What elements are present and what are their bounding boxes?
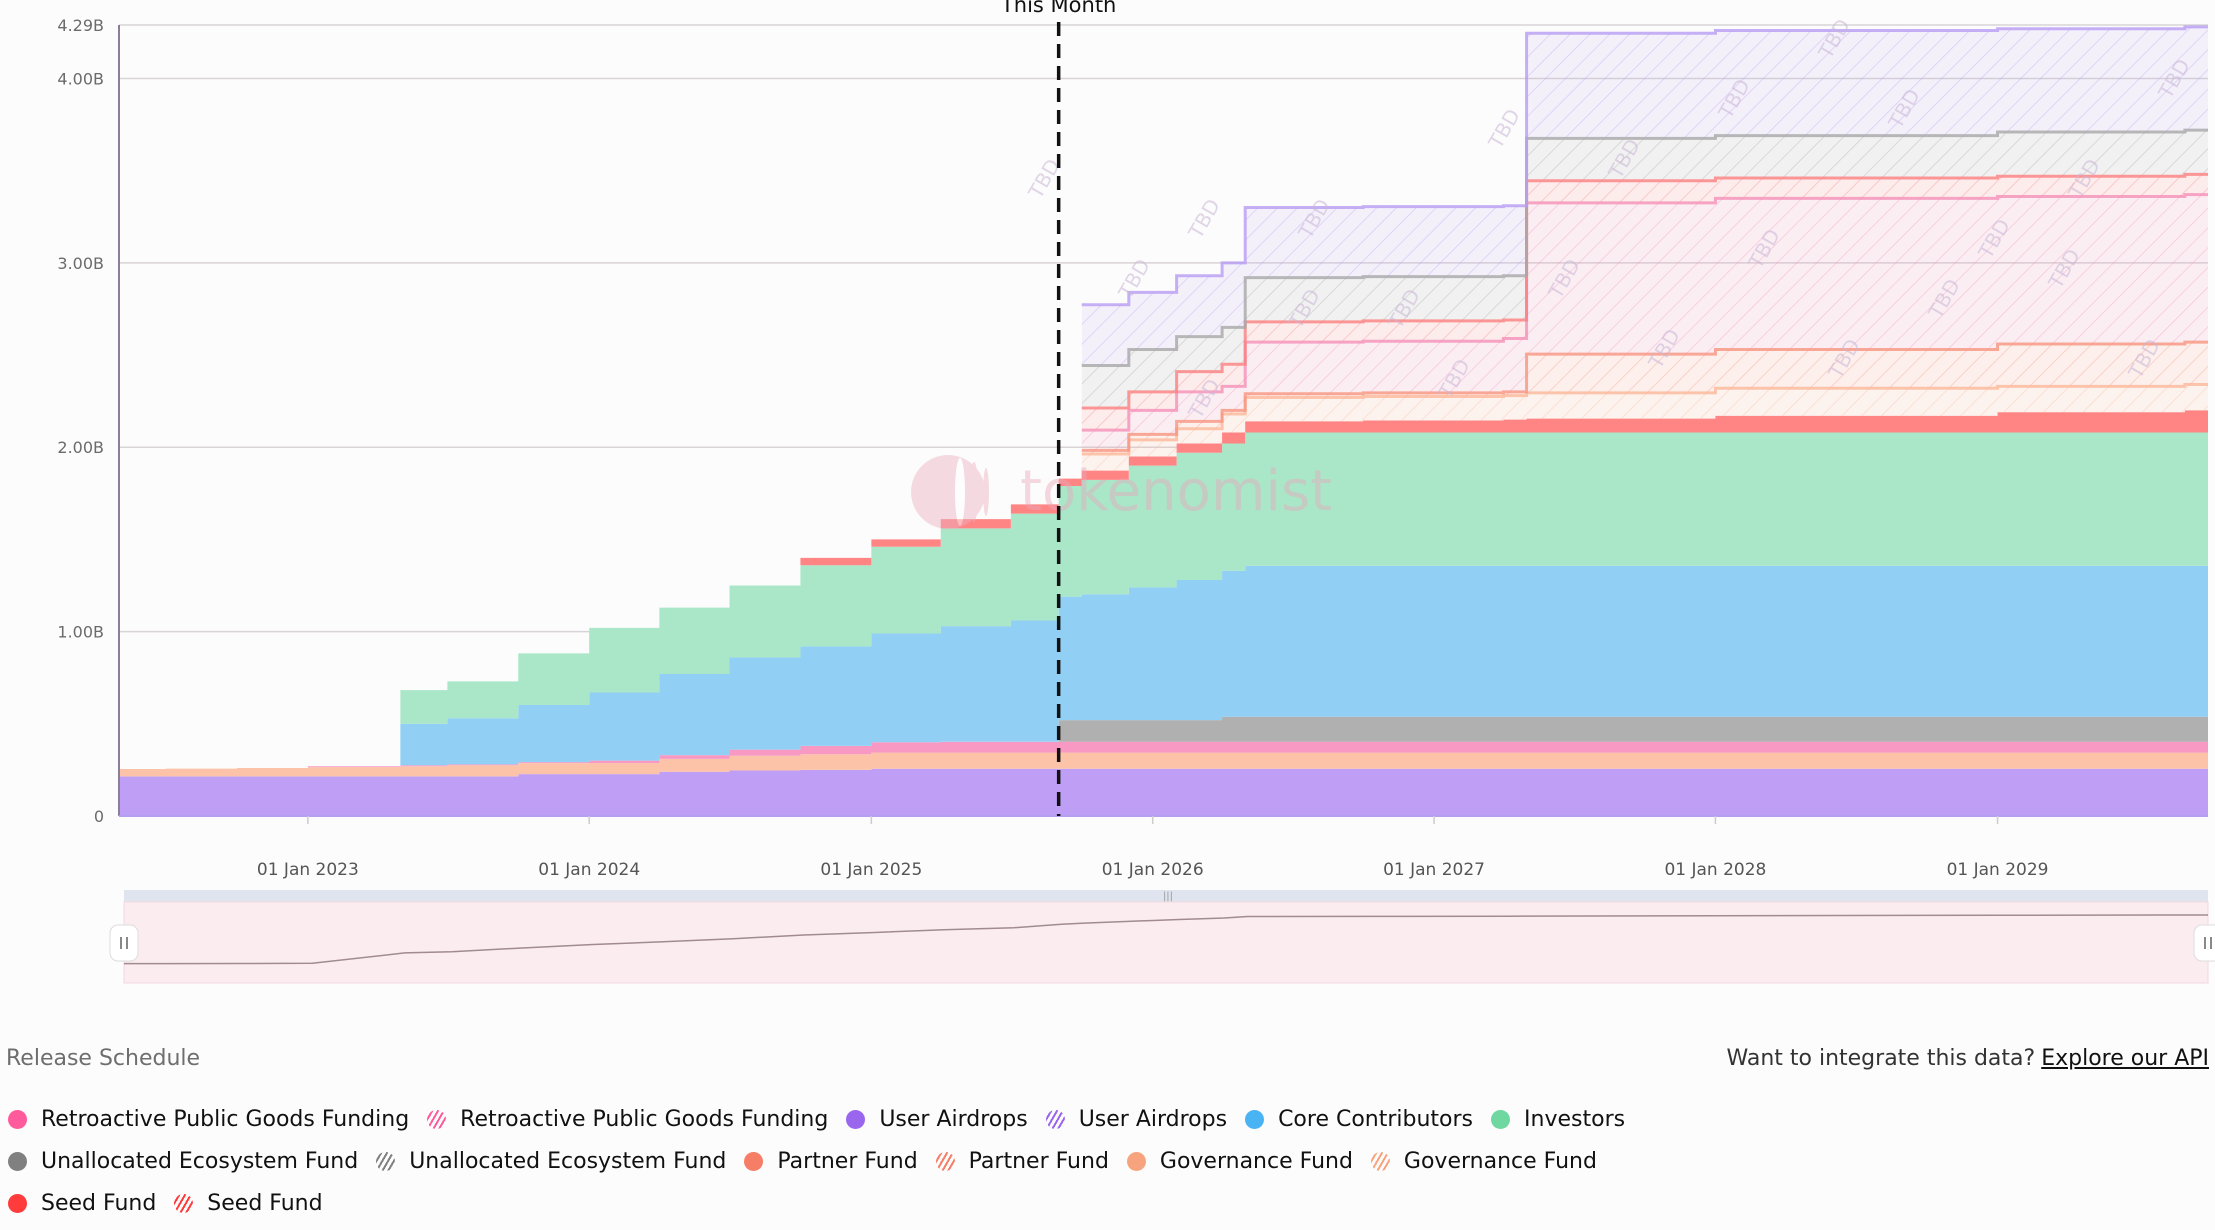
legend-label: Governance Fund — [1403, 1148, 1597, 1174]
user-airdrops-area — [119, 768, 2208, 816]
user-airdrops-tbd-line — [1081, 25, 2208, 307]
legend-hatched-swatch-icon — [935, 1151, 955, 1171]
legend-item[interactable]: Retroactive Public Goods Funding — [8, 1107, 409, 1132]
navigator-window[interactable] — [123, 901, 2209, 984]
legend-dot-icon — [744, 1151, 764, 1171]
legend: Retroactive Public Goods Funding Retroact… — [8, 1098, 1708, 1224]
legend-item[interactable]: Governance Fund — [1126, 1148, 1353, 1174]
legend-dot-icon — [8, 1109, 27, 1129]
legend-item[interactable]: Retroactive Public Goods Funding — [427, 1107, 828, 1132]
legend-item[interactable]: Investors — [1491, 1107, 1625, 1132]
this-month-label: This Month — [1000, 0, 1116, 17]
tokenomist-logo — [911, 455, 989, 529]
explore-api-link[interactable]: Explore our API — [2041, 1046, 2209, 1071]
investors-area — [119, 432, 2208, 769]
unallocated-ecosystem-fund-tbd-area — [1081, 130, 2208, 408]
scrollbar-grip-icon[interactable]: ||| — [1163, 891, 1173, 902]
legend-item[interactable]: Core Contributors — [1245, 1107, 1473, 1132]
seed-fund-tbd-line — [1081, 172, 2208, 410]
y-tick-label: 0 — [94, 807, 104, 826]
legend-item[interactable]: Seed Fund — [8, 1191, 156, 1216]
y-tick-label: 3.00B — [57, 254, 104, 273]
governance-fund-area — [119, 752, 2208, 777]
y-tick-label: 1.00B — [57, 623, 104, 642]
legend-label: Retroactive Public Goods Funding — [460, 1106, 829, 1132]
legend-item[interactable]: Governance Fund — [1370, 1148, 1597, 1174]
unallocated-ecosystem-fund-area — [119, 716, 2208, 769]
legend-label: Seed Fund — [207, 1190, 323, 1216]
legend-hatched-swatch-icon — [174, 1193, 194, 1213]
retroactive-public-goods-funding-tbd-line — [1081, 193, 2208, 432]
legend-label: Partner Fund — [968, 1148, 1109, 1174]
x-tick-label: 01 Jan 2024 — [538, 860, 640, 880]
retroactive-public-goods-funding-area — [119, 741, 2208, 769]
axes: 0 1.00B 2.00B 3.00B 4.00B 4.29B 01 Jan 2023 01 … — [57, 16, 2208, 880]
legend-row: Unallocated Ecosystem Fund Unallocated Ec… — [8, 1140, 1708, 1182]
x-tick-label: 01 Jan 2026 — [1102, 860, 1204, 880]
legend-dot-icon — [1245, 1109, 1265, 1129]
y-tick-label: 2.00B — [57, 438, 104, 457]
legend-label: Unallocated Ecosystem Fund — [409, 1148, 727, 1174]
legend-hatched-swatch-icon — [1045, 1109, 1065, 1129]
legend-row: Seed Fund Seed Fund — [8, 1182, 1708, 1224]
legend-label: Core Contributors — [1278, 1106, 1474, 1132]
x-tick-label: 01 Jan 2027 — [1383, 860, 1485, 880]
x-tick-label: 01 Jan 2028 — [1664, 860, 1766, 880]
tbd-label: TBD — [1483, 105, 1525, 154]
governance-fund-tbd-area — [1081, 384, 2208, 471]
legend-label: Retroactive Public Goods Funding — [41, 1106, 410, 1132]
legend-label: User Airdrops — [879, 1106, 1028, 1132]
legend-item[interactable]: Partner Fund — [744, 1148, 918, 1174]
unallocated-ecosystem-fund-tbd-line — [1081, 128, 2208, 368]
release-schedule-chart: TBD TBDTBDTBDTBDTBDTBDTBDTBDTBDTBDTBDTBDT… — [57, 0, 2215, 984]
legend-dot-icon — [8, 1151, 27, 1171]
legend-label: Partner Fund — [777, 1148, 918, 1174]
navigator-handle-left[interactable] — [109, 924, 139, 962]
legend-hatched-swatch-icon — [1370, 1151, 1390, 1171]
partner-fund-tbd-line — [1081, 340, 2208, 452]
legend-label: Investors — [1524, 1106, 1626, 1132]
legend-item[interactable]: Unallocated Ecosystem Fund — [8, 1149, 358, 1174]
legend-item[interactable]: Unallocated Ecosystem Fund — [376, 1149, 726, 1174]
x-tick-label: 01 Jan 2023 — [257, 860, 359, 880]
legend-dot-icon — [8, 1193, 27, 1213]
stacked-areas — [119, 25, 2208, 816]
series-top-lines — [1081, 25, 2208, 456]
legend-label: User Airdrops — [1078, 1106, 1228, 1132]
legend-dot-icon — [1491, 1109, 1511, 1129]
navigator-handle-right[interactable] — [2193, 924, 2215, 962]
legend-label: Seed Fund — [41, 1190, 157, 1216]
tbd-label: TBD — [1183, 195, 1225, 244]
user-airdrops-tbd-area — [1081, 26, 2208, 366]
legend-item[interactable]: User Airdrops — [846, 1106, 1028, 1132]
legend-item[interactable]: User Airdrops — [1045, 1106, 1228, 1132]
legend-dot-icon — [1126, 1151, 1146, 1171]
retroactive-public-goods-funding-tbd-area — [1081, 194, 2208, 451]
partner-fund-tbd-area — [1081, 342, 2208, 455]
api-promo: Want to integrate this data? Explore our … — [1727, 1046, 2210, 1071]
navigator-scrollbar[interactable] — [124, 890, 2208, 902]
x-tick-label: 01 Jan 2025 — [820, 860, 922, 880]
core-contributors-area — [119, 565, 2208, 769]
legend-row: Retroactive Public Goods Funding Retroact… — [8, 1098, 1708, 1140]
this-month-marker: This Month — [1000, 0, 1116, 816]
legend-hatched-swatch-icon — [376, 1151, 396, 1171]
api-promo-text: Want to integrate this data? — [1726, 1046, 2036, 1071]
legend-item[interactable]: Partner Fund — [935, 1148, 1109, 1174]
legend-dot-icon — [846, 1109, 866, 1129]
y-tick-label: 4.29B — [57, 16, 104, 35]
section-title: Release Schedule — [6, 1046, 201, 1071]
y-tick-label: 4.00B — [57, 69, 104, 88]
tokenomist-watermark: tokenomist — [1020, 459, 1332, 524]
range-navigator[interactable]: ||| — [109, 890, 2215, 984]
legend-hatched-swatch-icon — [427, 1109, 447, 1129]
legend-label: Unallocated Ecosystem Fund — [41, 1148, 359, 1174]
legend-label: Governance Fund — [1159, 1148, 1353, 1174]
legend-item[interactable]: Seed Fund — [174, 1190, 323, 1216]
navigator-series-line — [123, 914, 2208, 965]
x-tick-label: 01 Jan 2029 — [1947, 860, 2049, 880]
